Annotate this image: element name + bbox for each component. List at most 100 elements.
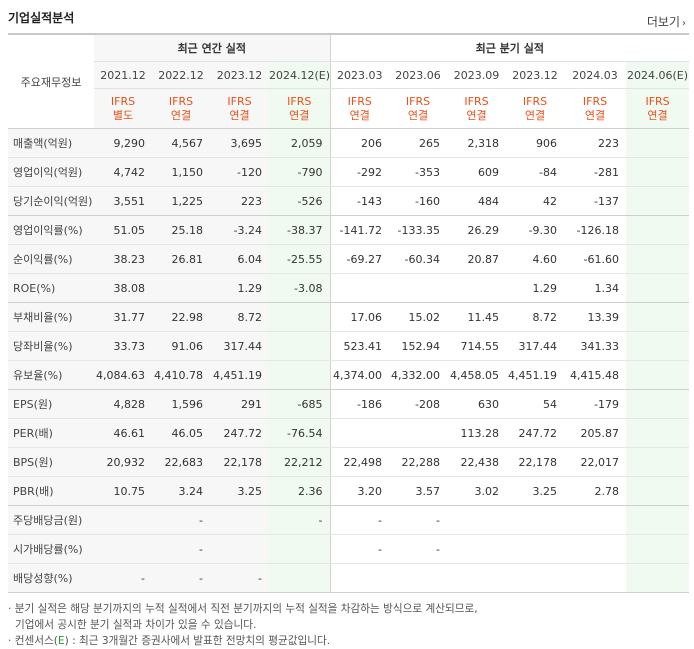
table-cell: -208 — [389, 389, 448, 419]
basis-header: IFRS 연결 — [389, 88, 448, 129]
period-header: 2023.12 — [506, 61, 565, 89]
table-cell: 341.33 — [564, 331, 627, 361]
table-cell — [626, 447, 690, 477]
table-cell: - — [329, 534, 390, 564]
table-cell — [626, 215, 690, 245]
table-cell: 3.02 — [447, 476, 507, 506]
table-cell: 523.41 — [329, 331, 390, 361]
table-cell: 38.23 — [94, 244, 152, 274]
table-cell: -84 — [506, 157, 565, 187]
financial-table: 주요재무정보 최근 연간 실적 최근 분기 실적 2021.12 2022.12 2023… — [8, 33, 690, 593]
row-label: PBR(배) — [8, 476, 94, 506]
footnote-1-cont: 기업에서 공시한 분기 실적과 차이가 있을 수 있습니다. — [15, 619, 257, 631]
table-cell: 2.36 — [269, 476, 331, 506]
basis-top: IFRS — [110, 94, 136, 108]
row-label: 배당성향(%) — [8, 563, 94, 593]
table-cell: 26.29 — [447, 215, 507, 245]
table-cell: 33.73 — [94, 331, 152, 361]
table-cell: 6.04 — [210, 244, 269, 274]
table-cell: 4.60 — [506, 244, 565, 274]
basis-top: IFRS — [645, 94, 670, 108]
table-cell: 291 — [210, 389, 269, 419]
table-cell: 2.78 — [564, 476, 627, 506]
table-cell: -133.35 — [389, 215, 448, 245]
table-cell: 4,084.63 — [94, 360, 152, 390]
table-cell — [626, 186, 690, 216]
basis-header: IFRS 연결 — [329, 88, 390, 129]
basis-header: IFRS 연결 — [210, 88, 269, 129]
table-cell — [564, 505, 627, 535]
table-cell: 2,318 — [447, 128, 507, 158]
table-cell: -120 — [210, 157, 269, 187]
table-cell: - — [152, 563, 210, 593]
table-cell — [506, 534, 565, 564]
table-cell: 152.94 — [389, 331, 448, 361]
table-cell — [447, 563, 507, 593]
row-label: 매출액(억원) — [8, 128, 94, 158]
table-cell: - — [94, 563, 152, 593]
table-cell: 22,498 — [329, 447, 390, 477]
table-cell: 22,178 — [210, 447, 269, 477]
table-cell: -160 — [389, 186, 448, 216]
table-cell: 20,932 — [94, 447, 152, 477]
table-cell: - — [152, 505, 210, 535]
table-cell: 8.72 — [506, 302, 565, 332]
table-cell: 25.18 — [152, 215, 210, 245]
table-cell — [329, 563, 390, 593]
table-cell: 630 — [447, 389, 507, 419]
basis-header: IFRS 연결 — [447, 88, 507, 129]
table-cell — [564, 563, 627, 593]
table-cell: - — [269, 505, 331, 535]
table-cell: - — [389, 505, 448, 535]
table-cell — [269, 563, 331, 593]
table-cell: 46.05 — [152, 418, 210, 448]
row-label: 주당배당금(원) — [8, 505, 94, 535]
basis-top: IFRS — [168, 94, 194, 108]
basis-top: IFRS — [464, 94, 489, 108]
table-cell — [447, 534, 507, 564]
table-cell: 54 — [506, 389, 565, 419]
table-cell: 265 — [389, 128, 448, 158]
basis-bottom: 연결 — [524, 108, 546, 122]
table-cell — [447, 505, 507, 535]
table-cell — [389, 563, 448, 593]
table-cell: 484 — [447, 186, 507, 216]
basis-header: IFRS 연결 — [152, 88, 210, 129]
row-label: 당기순이익(억원) — [8, 186, 94, 216]
basis-top: IFRS — [405, 94, 431, 108]
table-row: 당기순이익(억원) 3,551 1,225 223 -526 -143 -160 484 42-… — [8, 186, 690, 216]
footnote-2: · 컨센서스(E) : 최근 3개월간 증권사에서 발표한 전망치의 평균값입니… — [8, 633, 478, 649]
row-label: 영업이익(억원) — [8, 157, 94, 187]
table-cell — [626, 563, 690, 593]
table-row: 순이익률(%) 38.23 26.81 6.04 -25.55 -69.27 -60.34 2… — [8, 244, 690, 274]
table-cell: -3.24 — [210, 215, 269, 245]
basis-header: IFRS 연결 — [506, 88, 565, 129]
table-cell — [152, 273, 210, 303]
table-cell: 223 — [210, 186, 269, 216]
table-cell — [506, 505, 565, 535]
basis-bottom: 연결 — [466, 108, 487, 122]
table-cell — [626, 273, 690, 303]
row-label: BPS(원) — [8, 447, 94, 477]
table-cell: 38.08 — [94, 273, 152, 303]
table-cell: 31.77 — [94, 302, 152, 332]
table-cell: - — [329, 505, 390, 535]
period-header: 2023.06 — [389, 61, 448, 89]
table-cell: 42 — [506, 186, 565, 216]
table-cell: 247.72 — [210, 418, 269, 448]
table-cell: 46.61 — [94, 418, 152, 448]
table-cell: 206 — [329, 128, 390, 158]
table-cell: 4,742 — [94, 157, 152, 187]
table-cell — [626, 418, 690, 448]
table-cell — [626, 244, 690, 274]
table-cell — [506, 563, 565, 593]
basis-bottom: 연결 — [407, 108, 429, 122]
table-cell: 9,290 — [94, 128, 152, 158]
period-header: 2024.12(E) — [269, 61, 330, 89]
basis-header: IFRS 별도 — [94, 88, 152, 129]
table-cell: 205.87 — [564, 418, 627, 448]
table-row: BPS(원) 20,932 22,683 22,178 22,212 22,498 22,2… — [8, 447, 690, 477]
more-link[interactable]: 더보기 › — [647, 13, 686, 30]
table-cell: 3.25 — [506, 476, 565, 506]
table-cell: - — [389, 534, 448, 564]
